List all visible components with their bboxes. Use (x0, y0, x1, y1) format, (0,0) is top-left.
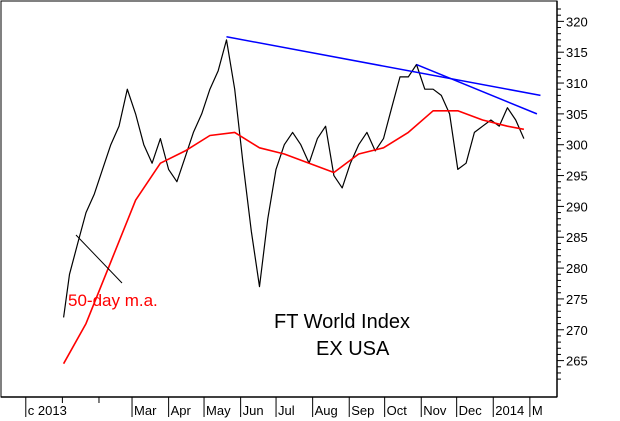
y-tick-label: 290 (566, 199, 588, 214)
chart-title: FT World Index (274, 311, 410, 333)
ma-annotation-label: 50-day m.a. (68, 291, 158, 310)
x-tick-label: 2014 (495, 403, 524, 418)
annotation-leader-line (75, 234, 123, 284)
trendline-layer (226, 36, 541, 115)
trendline-2 (416, 63, 538, 115)
x-tick-label: May (206, 403, 231, 418)
y-tick-label: 315 (566, 45, 588, 60)
x-tick-label: Nov (423, 403, 447, 418)
x-tick-label: Aug (315, 403, 338, 418)
trendline-1 (226, 36, 541, 97)
x-tick-label: c 2013 (28, 403, 67, 418)
y-tick-label: 310 (566, 76, 588, 91)
chart-subtitle: EX USA (316, 338, 390, 360)
y-tick-label: 305 (566, 107, 588, 122)
x-tick-label: Sep (351, 403, 374, 418)
series-layer (62, 39, 525, 365)
x-tick-label: Jul (278, 403, 295, 418)
x-tick-label: Jun (243, 403, 264, 418)
x-tick-label: Mar (134, 403, 157, 418)
y-tick-label: 320 (566, 14, 588, 29)
y-tick-label: 285 (566, 230, 588, 245)
y-tick-label: 280 (566, 261, 588, 276)
y-tick-label: 265 (566, 354, 588, 369)
x-tick-label: Dec (459, 403, 483, 418)
y-tick-label: 275 (566, 292, 588, 307)
x-tick-label: Apr (171, 403, 192, 418)
x-tick-label: Oct (387, 403, 408, 418)
moving-average-line (62, 110, 525, 365)
y-tick-label: 300 (566, 138, 588, 153)
x-axis-ticks: c 2013 Mar Apr May Jun Jul Aug Sep Oct Nov Dec 2014… (25, 397, 543, 418)
y-axis-ticks: 265 270 275 280 285 290 295 300 305 310 315 320 (557, 8, 588, 380)
y-tick-label: 295 (566, 169, 588, 184)
index-price-line (63, 39, 525, 318)
y-tick-label: 270 (566, 323, 588, 338)
x-tick-label: M (532, 403, 543, 418)
